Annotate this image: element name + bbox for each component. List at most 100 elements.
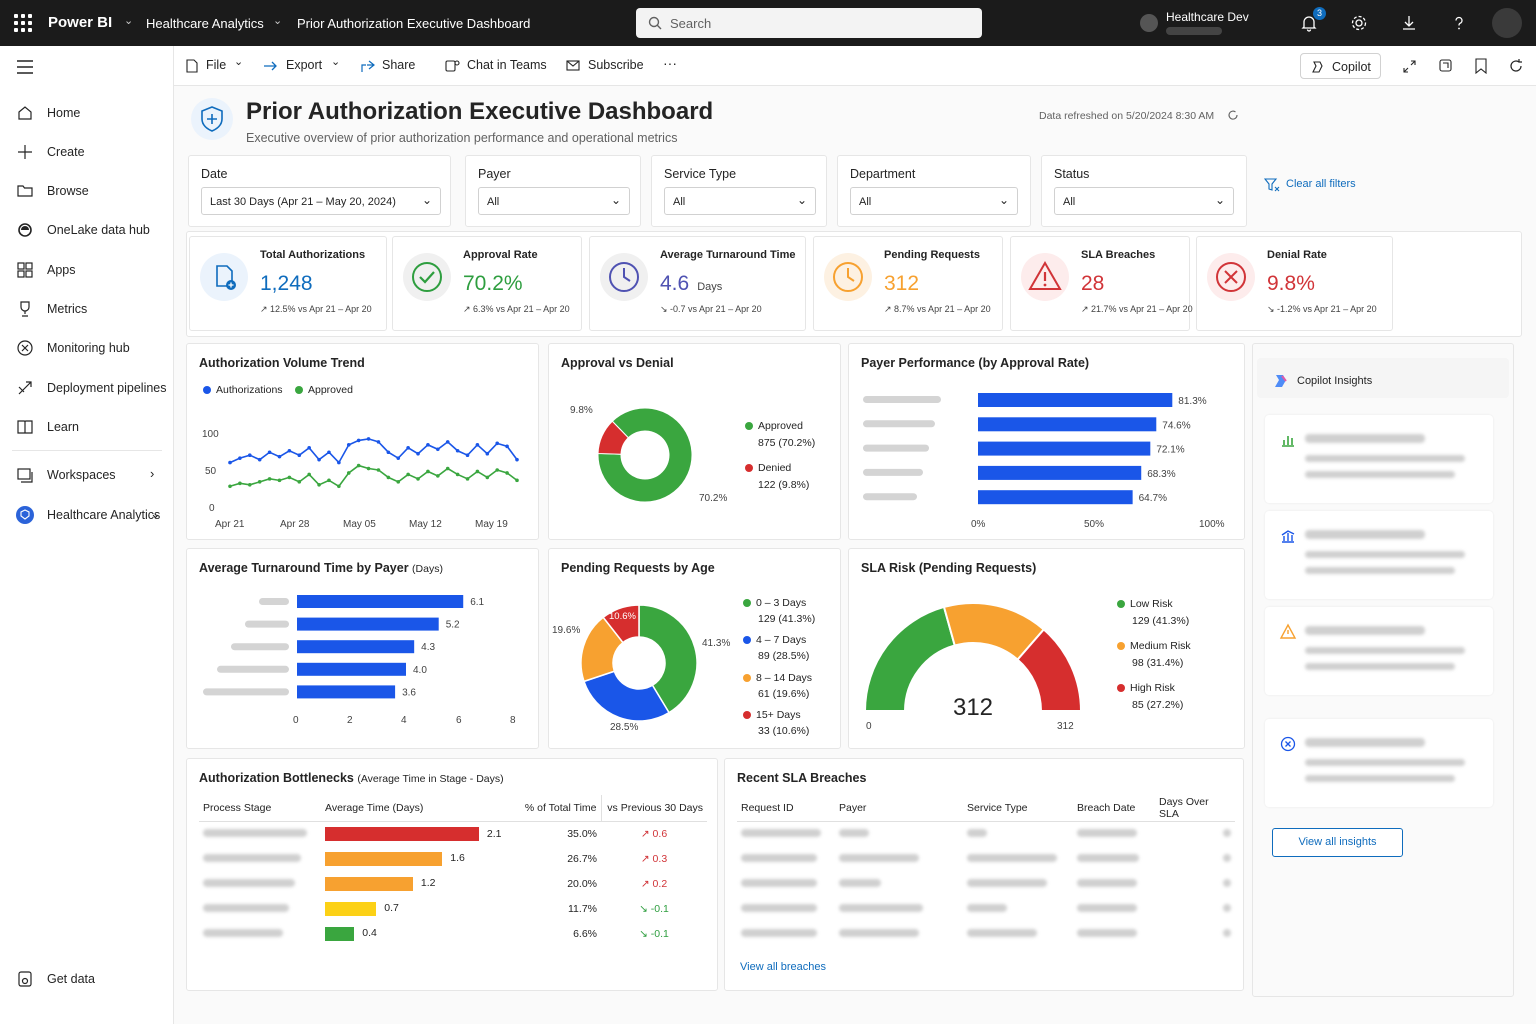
nav-item-onelake[interactable]: OneLake data hub	[0, 215, 174, 245]
more-options-button[interactable]: ···	[663, 55, 677, 71]
service-type-dropdown[interactable]: All ⌄	[664, 187, 816, 215]
refresh-icon[interactable]	[1508, 58, 1524, 74]
bell-icon[interactable]	[1300, 14, 1318, 32]
date-dropdown[interactable]: Last 30 Days (Apr 21 – May 20, 2024) ⌄	[201, 187, 441, 215]
nav-item-browse[interactable]: Browse	[0, 176, 174, 206]
copilot-header	[1257, 358, 1509, 398]
nav-item-create[interactable]: Create	[0, 137, 174, 167]
brand-name[interactable]: Power BI	[48, 14, 113, 31]
focus-mode-icon[interactable]	[1438, 58, 1453, 73]
table-row[interactable]: 1.2 20.0% ↗ 0.2	[199, 871, 707, 896]
search-input[interactable]: Search	[636, 8, 982, 38]
cell-blurred	[1077, 828, 1137, 837]
column-header[interactable]: vs Previous 30 Days	[600, 795, 707, 822]
table-row[interactable]: 1.6 26.7% ↗ 0.3	[199, 846, 707, 871]
download-icon[interactable]	[1400, 14, 1418, 32]
help-icon[interactable]	[1450, 14, 1468, 32]
bar-cell: 0.4	[321, 921, 509, 946]
subscribe-button[interactable]: Subscribe	[588, 58, 644, 72]
payer-performance-card[interactable]: Payer Performance (by Approval Rate) 0% …	[848, 343, 1245, 540]
column-header[interactable]: Service Type	[963, 795, 1073, 822]
status-dropdown[interactable]: All ⌄	[1054, 187, 1234, 215]
pending-by-age-card[interactable]: Pending Requests by Age 41.3% 19.6% 28.5…	[548, 548, 841, 749]
bottlenecks-card[interactable]: Authorization Bottlenecks (Average Time …	[186, 758, 718, 991]
nav-item-metrics[interactable]: Metrics	[0, 294, 174, 324]
workspace-logo-icon	[16, 506, 34, 524]
column-header[interactable]: % of Total Time	[509, 795, 601, 822]
chevron-down-icon[interactable]: ⌄	[124, 15, 134, 27]
insight-card[interactable]	[1265, 511, 1493, 599]
table-row[interactable]: 0.4 6.6% ↘ -0.1	[199, 921, 707, 946]
column-header[interactable]: Days Over SLA	[1155, 795, 1235, 822]
data-point	[356, 463, 361, 468]
volume-trend-card[interactable]: Authorization Volume Trend Authorization…	[186, 343, 539, 540]
refresh-status-icon[interactable]	[1227, 109, 1239, 121]
breadcrumb-workspace[interactable]: Healthcare Analytics	[146, 16, 264, 31]
legend-item: 4 – 7 Days	[743, 634, 806, 646]
nav-item-learn[interactable]: Learn	[0, 412, 174, 442]
user-avatar[interactable]	[1492, 8, 1522, 38]
nav-item-workspaces[interactable]: Workspaces ›	[0, 460, 174, 490]
breadcrumb-report[interactable]: Prior Authorization Executive Dashboard	[297, 16, 531, 31]
chevron-down-icon[interactable]: ⌄	[234, 56, 244, 68]
insight-card[interactable]	[1265, 607, 1493, 695]
onelake-icon	[18, 223, 32, 237]
column-header[interactable]: Payer	[835, 795, 963, 822]
bookmark-icon[interactable]	[1474, 58, 1488, 74]
approval-denial-card[interactable]: Approval vs Denial 9.8% 70.2% Approved 8…	[548, 343, 841, 540]
insight-card[interactable]	[1265, 415, 1493, 503]
kpi-card-sla-breaches[interactable]: SLA Breaches 28 ↗ 21.7% vs Apr 21 – Apr …	[1010, 236, 1193, 331]
expand-icon[interactable]	[1402, 59, 1417, 74]
nav-item-deployment[interactable]: Deployment pipelines	[0, 373, 174, 403]
hamburger-menu-icon[interactable]	[17, 60, 33, 74]
export-menu[interactable]: Export	[286, 58, 323, 72]
nav-item-get-data[interactable]: Get data	[0, 964, 174, 994]
data-point	[297, 480, 302, 484]
table-row[interactable]	[737, 921, 1235, 946]
kpi-card-denial-rate[interactable]: Denial Rate 9.8% ↘ -1.2% vs Apr 21 – Apr…	[1196, 236, 1393, 331]
insight-card[interactable]	[1265, 719, 1493, 807]
table-row[interactable]: 2.1 35.0% ↗ 0.6	[199, 821, 707, 846]
app-launcher-icon[interactable]	[14, 14, 32, 32]
delta-value: ↘ -0.1	[639, 927, 669, 940]
chevron-down-icon[interactable]: ⌄	[273, 15, 283, 27]
table-row[interactable]	[737, 821, 1235, 846]
sla-breaches-card[interactable]: Recent SLA Breaches Request ID Payer Ser…	[724, 758, 1244, 991]
sla-risk-card[interactable]: SLA Risk (Pending Requests) 312 0 312 Lo…	[848, 548, 1245, 749]
view-all-breaches-link[interactable]: View all breaches	[740, 961, 827, 973]
clear-filter-icon[interactable]	[1264, 177, 1280, 193]
turnaround-by-payer-card[interactable]: Average Turnaround Time by Payer (Days) …	[186, 548, 539, 749]
nav-item-apps[interactable]: Apps	[0, 255, 174, 285]
column-header[interactable]: Request ID	[737, 795, 835, 822]
kpi-card-approval-rate[interactable]: Approval Rate 70.2% ↗ 6.3% vs Apr 21 – A…	[392, 236, 582, 331]
column-header[interactable]: Process Stage	[199, 795, 321, 822]
copilot-button[interactable]: Copilot	[1300, 53, 1381, 79]
nav-item-home[interactable]: Home	[0, 98, 174, 128]
slice-label: 10.6%	[609, 611, 636, 622]
kpi-card-pending[interactable]: Pending Requests 312 ↗ 8.7% vs Apr 21 – …	[813, 236, 1003, 331]
nav-label: Monitoring hub	[47, 341, 130, 355]
nav-item-healthcare-analytics[interactable]: Healthcare Analytics ⌄	[0, 500, 174, 530]
kpi-card-turnaround[interactable]: Average Turnaround Time 4.6 Days ↘ -0.7 v…	[589, 236, 806, 331]
nav-item-monitoring[interactable]: Monitoring hub	[0, 333, 174, 363]
kpi-card-total-authorizations[interactable]: Total Authorizations 1,248 ↗ 12.5% vs Ap…	[189, 236, 387, 331]
file-menu[interactable]: File	[206, 58, 227, 72]
share-button[interactable]: Share	[382, 58, 416, 72]
cell-blurred	[741, 828, 821, 837]
chat-in-teams-button[interactable]: Chat in Teams	[467, 58, 547, 72]
trophy-icon	[20, 301, 30, 317]
department-dropdown[interactable]: All ⌄	[850, 187, 1018, 215]
table-row[interactable]	[737, 896, 1235, 921]
column-header[interactable]: Average Time (Days)	[321, 795, 509, 822]
chart-title: Pending Requests by Age	[561, 561, 715, 575]
gear-icon[interactable]	[1350, 14, 1368, 32]
chevron-down-icon[interactable]: ⌄	[331, 56, 341, 68]
table-row[interactable]: 0.7 11.7% ↘ -0.1	[199, 896, 707, 921]
table-row[interactable]	[737, 871, 1235, 896]
clear-all-filters-link[interactable]: Clear all filters	[1286, 178, 1356, 190]
column-header[interactable]: Breach Date	[1073, 795, 1155, 822]
table-row[interactable]	[737, 846, 1235, 871]
view-all-insights-button[interactable]: View all insights	[1272, 828, 1403, 857]
kpi-delta: ↘ -0.7 vs Apr 21 – Apr 20	[660, 304, 762, 314]
payer-dropdown[interactable]: All ⌄	[478, 187, 630, 215]
